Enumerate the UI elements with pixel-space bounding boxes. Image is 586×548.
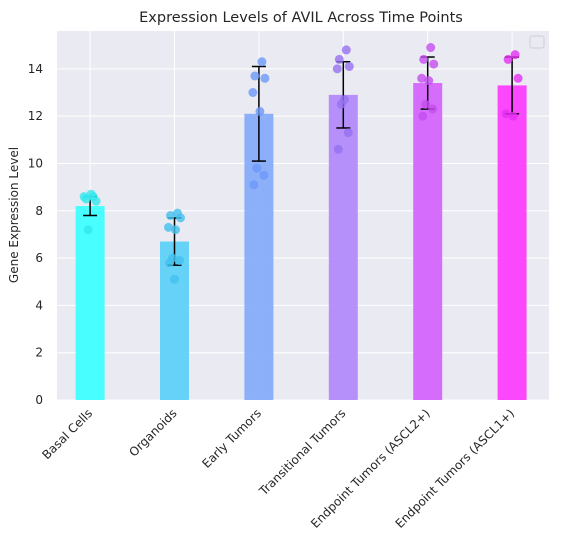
data-point (332, 64, 342, 74)
data-point (164, 222, 173, 232)
y-tick-label: 12 (28, 109, 43, 123)
chart-title: Expression Levels of AVIL Across Time Po… (139, 10, 463, 26)
y-tick-label: 4 (35, 298, 43, 312)
data-point (260, 73, 270, 83)
x-tick-label: Early Tumors (199, 406, 264, 471)
data-point (165, 258, 174, 268)
y-tick-label: 6 (35, 251, 43, 265)
bar (328, 94, 358, 400)
bars (75, 83, 527, 401)
data-point (336, 99, 346, 109)
data-point (171, 225, 180, 235)
data-point (170, 274, 179, 284)
plot-area (57, 31, 549, 400)
data-point (428, 104, 438, 114)
bar (413, 83, 443, 401)
data-point (501, 109, 511, 119)
data-point (252, 163, 262, 173)
data-point (343, 128, 353, 138)
data-point (333, 144, 343, 154)
x-tick-label: Transitional Tumors (256, 406, 349, 499)
y-tick-label: 10 (28, 156, 43, 170)
data-point (176, 213, 185, 223)
x-tick-label: Organoids (126, 406, 179, 459)
bar (75, 206, 105, 400)
data-point (341, 45, 351, 55)
y-tick-label: 2 (35, 346, 43, 360)
data-point (334, 54, 344, 64)
data-point (510, 50, 520, 60)
data-point (79, 192, 89, 202)
data-point (166, 211, 175, 220)
data-point (249, 180, 259, 190)
y-tick-label: 0 (35, 393, 43, 407)
data-point (259, 170, 269, 180)
bar (497, 85, 527, 401)
data-point (255, 106, 265, 116)
data-point (257, 57, 267, 67)
data-point (418, 111, 428, 121)
data-point (344, 61, 354, 71)
legend (529, 35, 545, 49)
data-points (79, 43, 523, 284)
bar (160, 241, 189, 400)
legend-box (529, 35, 545, 49)
data-point (250, 71, 260, 81)
data-point (417, 73, 427, 83)
data-point (86, 189, 96, 199)
data-point (513, 73, 523, 83)
data-point (503, 54, 513, 64)
data-point (175, 255, 184, 265)
y-tick-label: 14 (28, 62, 43, 76)
data-point (421, 99, 431, 109)
data-point (429, 59, 439, 69)
y-tick-label: 8 (35, 204, 43, 218)
x-tick-labels: Basal Cells Organoids Early TumorsTransiti… (39, 406, 517, 531)
y-tick-labels: 0 2 4 6 8 10 12 14 (28, 62, 43, 407)
data-point (426, 43, 436, 53)
data-point (248, 88, 258, 97)
data-point (91, 196, 101, 206)
data-point (419, 54, 429, 64)
data-point (424, 76, 434, 86)
data-point (508, 111, 518, 121)
x-tick-label: Basal Cells (39, 406, 95, 462)
data-point (83, 225, 93, 235)
y-axis-label: Gene Expression Level (7, 147, 21, 283)
